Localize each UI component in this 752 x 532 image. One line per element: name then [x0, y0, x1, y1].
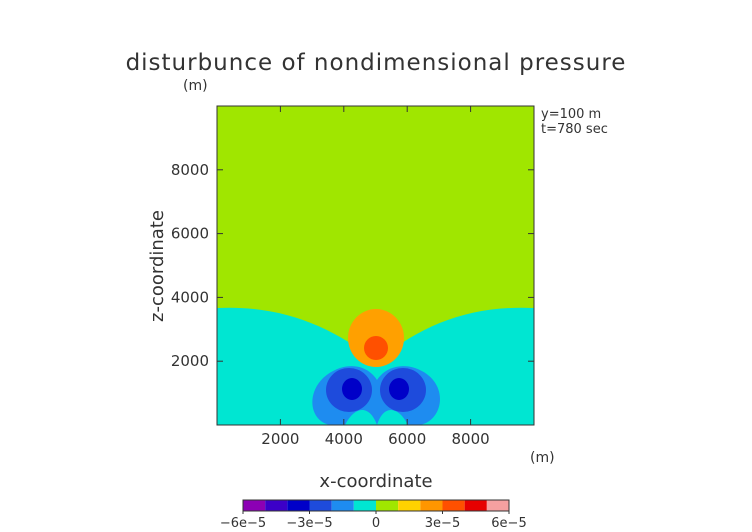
- colorbar-segment: [420, 500, 443, 511]
- plot-frame: [216, 105, 535, 426]
- colorbar-segment: [376, 500, 399, 511]
- colorbar-segment: [464, 500, 487, 511]
- annotation-t: t=780 sec: [541, 122, 608, 137]
- colorbar-tick-label: 3e−5: [425, 516, 460, 531]
- contour-field: [217, 106, 534, 425]
- x-tick-label: 2000: [261, 430, 299, 448]
- x-tick-label: 8000: [452, 430, 490, 448]
- y-axis-title: z-coordinate: [147, 210, 168, 322]
- colorbar-segment: [331, 500, 354, 511]
- x-tick-label: 4000: [325, 430, 363, 448]
- chart-title: disturbunce of nondimensional pressure: [126, 50, 627, 76]
- colorbar-segment: [398, 500, 421, 511]
- x-unit-label: (m): [530, 450, 555, 466]
- x-axis-ticks: 2000 4000 6000 8000: [261, 106, 490, 448]
- x-tick-label: 6000: [388, 430, 426, 448]
- colorbar-tick-label: 6e−5: [491, 516, 526, 531]
- colorbar-segment: [442, 500, 465, 511]
- colorbar-tick-label: −6e−5: [220, 516, 266, 531]
- colorbar-segment: [309, 500, 332, 511]
- colorbar-segment: [287, 500, 310, 511]
- y-tick-label: 2000: [171, 352, 209, 370]
- colorbar-segment: [486, 500, 509, 511]
- y-axis-ticks: 2000 4000 6000 8000: [171, 161, 534, 370]
- colorbar: −6e−5 −3e−5 0 3e−5 6e−5: [220, 499, 527, 531]
- annotation-y: y=100 m: [541, 107, 601, 122]
- x-axis-title: x-coordinate: [319, 471, 432, 492]
- field-region-positive-high: [364, 336, 388, 360]
- colorbar-segment: [265, 500, 288, 511]
- colorbar-tick-label: −3e−5: [286, 516, 332, 531]
- y-tick-label: 4000: [171, 288, 209, 306]
- colorbar-segment: [353, 500, 376, 511]
- field-region-negative-peak-left: [342, 378, 362, 400]
- y-tick-label: 6000: [171, 225, 209, 243]
- colorbar-segment: [243, 500, 266, 511]
- y-tick-label: 8000: [171, 161, 209, 179]
- field-region-negative-peak-right: [389, 378, 409, 400]
- y-unit-label: (m): [183, 78, 208, 94]
- colorbar-tick-label: 0: [372, 516, 380, 531]
